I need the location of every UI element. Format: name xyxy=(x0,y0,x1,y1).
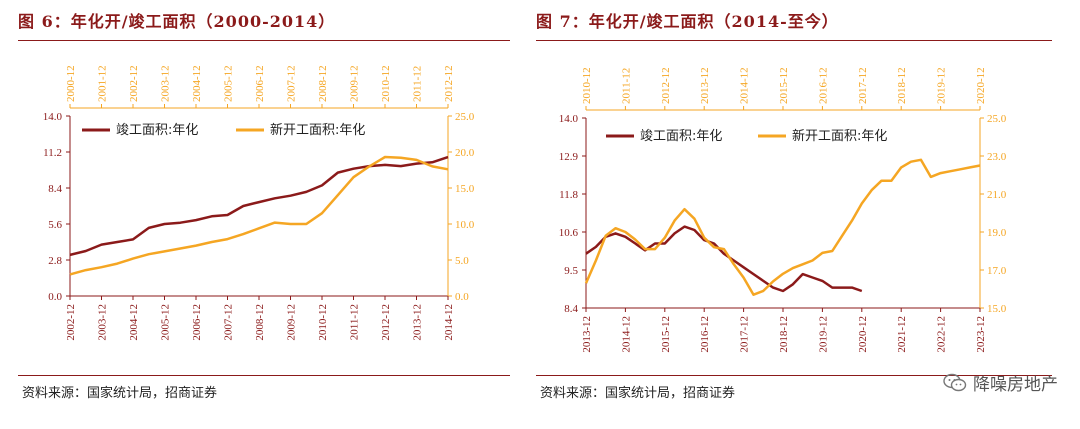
bottom-category-label: 2010-12 xyxy=(317,304,329,341)
top-category-label: 2006-12 xyxy=(254,65,266,102)
bottom-category-label: 2006-12 xyxy=(191,304,203,341)
bottom-category-label: 2004-12 xyxy=(128,304,140,341)
left-y-tick-label: 8.4 xyxy=(48,183,62,195)
top-category-label: 2017-12 xyxy=(857,67,869,104)
top-category-label: 2012-12 xyxy=(660,67,672,104)
top-category-label: 2015-12 xyxy=(778,67,790,104)
bottom-category-label: 2015-12 xyxy=(660,316,672,353)
legend-label-started: 新开工面积:年化 xyxy=(270,122,365,138)
bottom-category-label: 2020-12 xyxy=(857,316,869,353)
right-source: 资料来源：国家统计局，招商证券 xyxy=(540,386,736,401)
top-category-label: 2007-12 xyxy=(286,65,298,102)
top-category-label: 2011-12 xyxy=(412,66,424,102)
top-category-label: 2009-12 xyxy=(349,65,361,102)
right-y-tick-label: 21.0 xyxy=(987,189,1007,201)
top-category-label: 2003-12 xyxy=(160,65,172,102)
bottom-category-label: 2019-12 xyxy=(817,316,829,353)
top-category-label: 2005-12 xyxy=(223,65,235,102)
bottom-category-label: 2014-12 xyxy=(620,316,632,353)
right-y-tick-label: 10.0 xyxy=(455,219,475,231)
left-figure-title: 图 6：年化开/竣工面积（2000-2014） xyxy=(18,12,336,31)
right-y-tick-label: 17.0 xyxy=(987,265,1007,277)
left-y-tick-label: 11.8 xyxy=(559,189,578,201)
left-y-tick-label: 8.4 xyxy=(564,303,578,315)
top-category-label: 2013-12 xyxy=(699,67,711,104)
left-y-tick-label: 14.0 xyxy=(43,111,63,123)
bottom-category-label: 2013-12 xyxy=(412,304,424,341)
bottom-category-label: 2016-12 xyxy=(699,316,711,353)
right-y-tick-label: 15.0 xyxy=(987,303,1007,315)
new-starts-line xyxy=(69,155,449,276)
right-y-tick-label: 25.0 xyxy=(987,113,1007,125)
legend-label-started: 新开工面积:年化 xyxy=(792,128,887,144)
watermark-text: 降噪房地产 xyxy=(973,375,1058,395)
bottom-category-label: 2022-12 xyxy=(936,316,948,353)
top-category-label: 2020-12 xyxy=(975,67,987,104)
top-category-label: 2008-12 xyxy=(317,65,329,102)
bottom-category-label: 2017-12 xyxy=(739,316,751,353)
top-category-label: 2004-12 xyxy=(191,65,203,102)
left-y-tick-label: 11.2 xyxy=(43,147,62,159)
left-title-rule xyxy=(18,40,510,41)
completed-area-line xyxy=(585,225,863,293)
bottom-category-label: 2013-12 xyxy=(581,316,593,353)
right-title-rule xyxy=(536,40,1052,41)
bottom-category-label: 2008-12 xyxy=(254,304,266,341)
left-y-tick-label: 9.5 xyxy=(564,265,578,277)
left-y-tick-label: 2.8 xyxy=(48,255,62,267)
right-source-rule xyxy=(536,375,1052,376)
right-y-tick-label: 23.0 xyxy=(987,151,1007,163)
top-category-label: 2010-12 xyxy=(380,65,392,102)
left-y-tick-label: 10.6 xyxy=(559,227,579,239)
left-y-tick-label: 0.0 xyxy=(48,291,62,303)
right-y-tick-label: 20.0 xyxy=(455,147,475,159)
left-source-rule xyxy=(18,375,510,376)
right-y-tick-label: 5.0 xyxy=(455,255,469,267)
right-y-tick-label: 25.0 xyxy=(455,111,475,123)
bottom-category-label: 2005-12 xyxy=(160,304,172,341)
bottom-category-label: 2002-12 xyxy=(65,304,77,341)
right-figure-title: 图 7：年化开/竣工面积（2014-至今） xyxy=(536,12,839,31)
left-y-tick-label: 5.6 xyxy=(48,219,62,231)
top-category-label: 2018-12 xyxy=(896,67,908,104)
right-y-tick-label: 15.0 xyxy=(455,183,475,195)
left-y-tick-label: 14.0 xyxy=(559,113,579,125)
bottom-category-label: 2009-12 xyxy=(286,304,298,341)
right-chart: 14.0 12.9 11.8 10.6 9.5 8.4 25.0 23.0 21.0 19.0 17… xyxy=(559,67,1007,353)
wechat-icon xyxy=(943,373,967,391)
bottom-category-label: 2014-12 xyxy=(443,304,455,341)
top-category-label: 2010-12 xyxy=(581,67,593,104)
left-source: 资料来源：国家统计局，招商证券 xyxy=(22,386,218,401)
legend-label-completed: 竣工面积:年化 xyxy=(116,123,198,138)
new-starts-line xyxy=(584,158,981,296)
bottom-category-label: 2007-12 xyxy=(223,304,235,341)
top-category-label: 2000-12 xyxy=(65,65,77,102)
top-category-label: 2014-12 xyxy=(739,67,751,104)
top-category-label: 2002-12 xyxy=(128,65,140,102)
top-category-label: 2019-12 xyxy=(936,67,948,104)
bottom-category-label: 2021-12 xyxy=(896,316,908,353)
left-y-tick-label: 12.9 xyxy=(559,151,579,163)
left-chart: 14.0 11.2 8.4 5.6 2.8 0.0 25.0 20.0 15.0 10.0 5.0 0… xyxy=(43,65,475,341)
bottom-category-label: 2018-12 xyxy=(778,316,790,353)
top-category-label: 2016-12 xyxy=(817,67,829,104)
bottom-category-label: 2003-12 xyxy=(97,304,109,341)
top-category-label: 2012-12 xyxy=(443,65,455,102)
bottom-category-label: 2012-12 xyxy=(380,304,392,341)
bottom-category-label: 2023-12 xyxy=(975,316,987,353)
watermark: 降噪房地产 xyxy=(943,370,1058,395)
top-category-label: 2001-12 xyxy=(97,65,109,102)
legend-label-completed: 竣工面积:年化 xyxy=(640,129,722,144)
completed-area-line xyxy=(69,155,449,257)
top-category-label: 2011-12 xyxy=(620,68,632,104)
right-y-tick-label: 19.0 xyxy=(987,227,1007,239)
right-y-tick-label: 0.0 xyxy=(455,291,469,303)
bottom-category-label: 2011-12 xyxy=(349,304,361,340)
